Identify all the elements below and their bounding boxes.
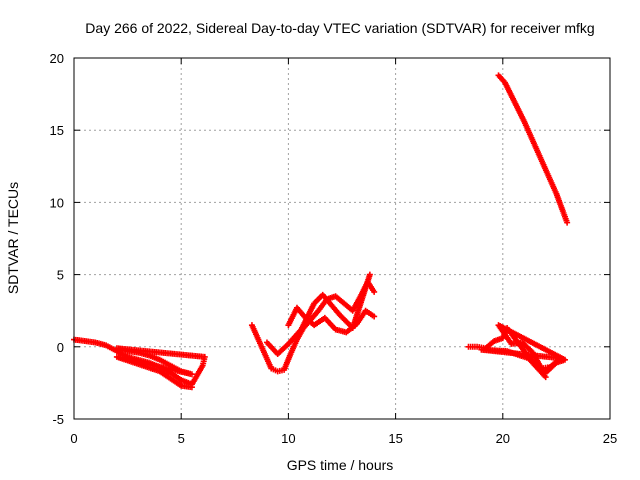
data-series	[71, 72, 571, 391]
data-point	[542, 374, 549, 381]
x-tick-label: 15	[388, 431, 402, 446]
y-axis-label: SDTVAR / TECUs	[5, 182, 21, 294]
x-axis-label: GPS time / hours	[287, 457, 394, 473]
series-segment-4	[495, 72, 571, 226]
data-point	[366, 271, 373, 278]
chart-title: Day 266 of 2022, Sidereal Day-to-day VTE…	[85, 20, 594, 36]
y-tick-label: 20	[50, 51, 64, 66]
data-point	[371, 288, 378, 295]
y-tick-label: 5	[57, 268, 64, 283]
y-tick-label: 10	[50, 195, 64, 210]
y-tick-label: -5	[52, 412, 64, 427]
y-tick-label: 0	[57, 340, 64, 355]
series-segment-1	[71, 336, 208, 391]
data-point	[371, 313, 378, 320]
series-segment-3	[465, 322, 568, 381]
data-point	[564, 219, 571, 226]
plot-frame	[73, 57, 611, 420]
data-point	[188, 384, 195, 391]
y-tick-label: 15	[50, 123, 64, 138]
x-tick-label: 20	[496, 431, 510, 446]
axis-ticks: 0 5 10 15 20 25 -5 0 5 10 15 20	[50, 51, 618, 446]
x-tick-label: 5	[178, 431, 185, 446]
x-tick-label: 25	[603, 431, 617, 446]
series-segment-2	[248, 271, 378, 375]
x-tick-label: 0	[70, 431, 77, 446]
x-tick-label: 10	[281, 431, 295, 446]
